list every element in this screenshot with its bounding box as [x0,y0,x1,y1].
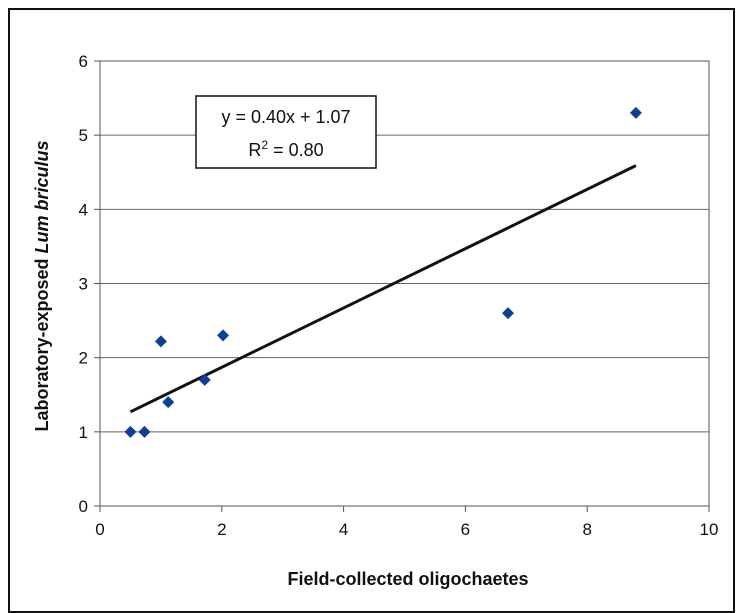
data-points [124,106,642,438]
r-squared-base: R [248,140,261,160]
equation-box-border [195,95,377,169]
r-squared-sup: 2 [261,138,268,152]
data-point [629,106,642,119]
x-tick-label: 0 [95,520,104,539]
equation-text: y = 0.40x + 1.07 [221,107,350,127]
data-point [162,396,175,409]
data-point [198,373,211,386]
x-axis-label: Field-collected oligochaetes [287,569,528,589]
y-tick-label: 1 [79,423,88,442]
y-axis-label-species: Lum briculus [32,140,52,253]
gridlines [100,134,709,433]
y-tick-label: 0 [79,497,88,516]
x-tick-label: 6 [461,520,470,539]
y-axis-ticks: 0 1 2 3 4 5 6 [79,52,100,516]
y-tick-label: 4 [79,200,88,219]
x-tick-label: 8 [582,520,591,539]
data-point [154,335,167,348]
y-tick-label: 5 [79,126,88,145]
data-point [124,425,137,438]
data-point [502,307,515,320]
y-axis-label: Laboratory-exposed Lum briculus [32,140,52,431]
x-axis-ticks: 0 2 4 6 8 10 [95,506,718,539]
x-tick-label: 10 [700,520,719,539]
x-tick-label: 2 [217,520,226,539]
y-tick-label: 6 [79,52,88,71]
x-tick-label: 4 [339,520,348,539]
data-point [217,329,230,342]
trendline [129,164,637,414]
y-tick-label: 2 [79,349,88,368]
r-squared-text: R2 = 0.80 [248,138,323,160]
y-axis-label-prefix: Laboratory-exposed [32,253,52,431]
r-squared-value: = 0.80 [268,140,324,160]
y-tick-label: 3 [79,275,88,294]
data-point [138,425,151,438]
equation-box: y = 0.40x + 1.07 R2 = 0.80 [195,95,377,169]
